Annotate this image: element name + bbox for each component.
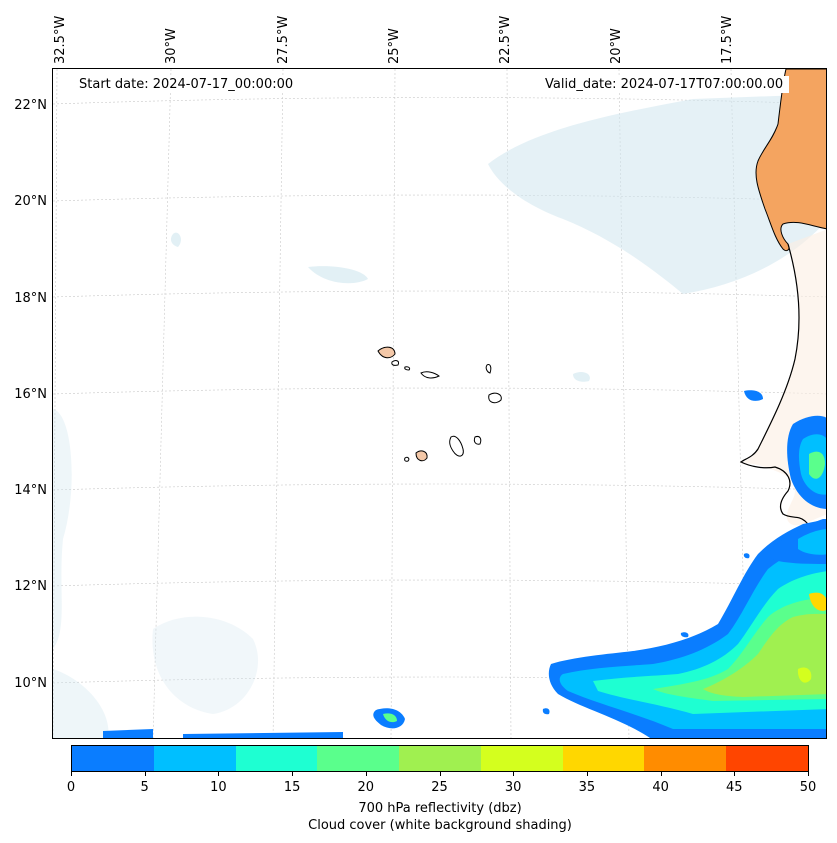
- refl-core-orange: [809, 592, 826, 611]
- refl-strip-south: [103, 729, 153, 738]
- lon-label-22-5w: 22.5°W: [498, 15, 513, 64]
- colorbar-tick-label: 30: [504, 780, 522, 795]
- lat-label-12n: 12°N: [14, 579, 47, 594]
- lon-label-32-5w: 32.5°W: [53, 15, 68, 64]
- refl-band-level5: [703, 613, 826, 697]
- meridian-27-5w: [272, 69, 284, 738]
- colorbar-tick: [144, 772, 146, 776]
- cape-verde-islands: [377, 346, 502, 462]
- island-maio: [473, 436, 482, 445]
- colorbar-tick: [660, 772, 662, 776]
- lon-label-30w: 30°W: [164, 28, 179, 64]
- lat-label-20n: 20°N: [14, 194, 47, 209]
- colorbar-tick-label: 0: [66, 780, 76, 795]
- refl-dot-1: [542, 708, 550, 715]
- colorbar-segment: [480, 746, 563, 771]
- cloud-patch-sw-low: [53, 669, 109, 738]
- colorbar-label-line1: 700 hPa reflectivity (dbz): [358, 801, 522, 816]
- colorbar-tick-label: 5: [140, 780, 149, 795]
- refl-dot-3: [743, 553, 750, 559]
- colorbar-tick-label: 35: [578, 780, 596, 795]
- reflectivity-field: [103, 390, 826, 738]
- parallel-12n: [53, 579, 826, 587]
- island-santa-luzia: [404, 366, 411, 371]
- colorbar-tick-label: 20: [357, 780, 375, 795]
- island-santiago: [449, 435, 464, 457]
- cloud-patch-20n: [170, 232, 181, 247]
- colorbar-tick: [71, 772, 72, 776]
- colorbar-segment: [399, 746, 481, 771]
- parallel-16n: [53, 387, 826, 395]
- colorbar: [71, 745, 809, 772]
- colorbar-segment: [153, 746, 236, 771]
- colorbar-tick-label: 25: [431, 780, 448, 795]
- colorbar-tick: [218, 772, 220, 776]
- africa-coastline: [739, 243, 826, 546]
- colorbar-segment: [72, 746, 154, 771]
- cloud-patch-sw: [152, 616, 259, 714]
- colorbar-tick: [734, 772, 736, 776]
- colorbar-segment: [726, 746, 809, 771]
- colorbar-tick: [808, 772, 809, 776]
- lat-label-14n: 14°N: [14, 483, 47, 498]
- parallel-14n: [53, 483, 826, 491]
- cloud-patch-west: [53, 409, 72, 649]
- colorbar-segment: [562, 746, 645, 771]
- colorbar-tick-label: 15: [283, 780, 301, 795]
- parallel-18n: [53, 290, 826, 298]
- refl-strip-south-2: [183, 732, 343, 738]
- island-sao-nicolau: [420, 371, 440, 379]
- island-santo-antao: [377, 346, 396, 359]
- cloud-patch-16n: [573, 371, 590, 382]
- refl-cell-16n: [744, 390, 763, 401]
- lat-label-22n: 22°N: [14, 98, 47, 113]
- island-brava: [404, 456, 410, 462]
- lon-label-17-5w: 17.5°W: [720, 15, 735, 64]
- colorbar-tick: [292, 772, 294, 776]
- colorbar-segment: [644, 746, 727, 771]
- colorbar-segment: [235, 746, 318, 771]
- lon-label-27-5w: 27.5°W: [276, 15, 291, 64]
- island-fogo: [415, 450, 428, 462]
- colorbar-tick: [513, 772, 515, 776]
- map-frame: [52, 68, 827, 739]
- colorbar-label-line2: Cloud cover (white background shading): [308, 818, 572, 833]
- colorbar-segment: [317, 746, 400, 771]
- lat-label-10n: 10°N: [14, 676, 47, 691]
- colorbar-tick: [586, 772, 588, 776]
- refl-cell-south-1-inner: [383, 713, 397, 723]
- refl-core-yellow: [797, 667, 812, 683]
- colorbar-tick-label: 40: [652, 780, 669, 795]
- refl-dot-2: [680, 632, 689, 638]
- meridian-25w: [390, 69, 396, 738]
- island-sao-vicente: [391, 360, 399, 366]
- start-date-label: Start date: 2024-07-17_00:00:00: [73, 76, 300, 93]
- valid-date-label: Valid_date: 2024-07-17T07:00:00.00: [539, 76, 790, 93]
- colorbar-tick: [365, 772, 367, 776]
- lat-label-16n: 16°N: [14, 387, 47, 402]
- cloud-patch-18n: [308, 266, 368, 284]
- colorbar-tick-label: 10: [210, 780, 227, 795]
- lon-label-25w: 25°W: [387, 28, 402, 64]
- colorbar-tick: [439, 772, 441, 776]
- cloud-cover: [53, 94, 826, 738]
- colorbar-tick-label: 50: [799, 780, 817, 795]
- colorbar-tick-label: 45: [726, 780, 743, 795]
- island-sal: [485, 364, 492, 374]
- lat-label-18n: 18°N: [14, 291, 47, 306]
- refl-cell-12n-inner: [798, 529, 826, 555]
- map-canvas: [53, 69, 826, 738]
- cloud-band-northeast: [488, 94, 826, 294]
- refl-cell-14n-core: [809, 451, 825, 479]
- lon-label-20w: 20°W: [609, 28, 624, 64]
- island-boa-vista: [488, 392, 502, 404]
- africa-land: [755, 69, 826, 252]
